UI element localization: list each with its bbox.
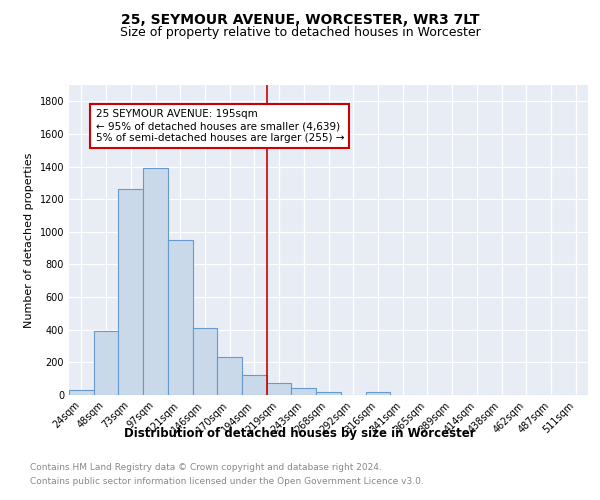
Bar [267,383,292,395]
Text: Contains HM Land Registry data © Crown copyright and database right 2024.: Contains HM Land Registry data © Crown c… [30,462,382,471]
Bar [242,376,267,395]
Text: Distribution of detached houses by size in Worcester: Distribution of detached houses by size … [124,428,476,440]
Y-axis label: Number of detached properties: Number of detached properties [24,152,34,328]
Bar [217,356,242,395]
Bar [168,240,193,395]
Bar [193,328,217,395]
Text: 25, SEYMOUR AVENUE, WORCESTER, WR3 7LT: 25, SEYMOUR AVENUE, WORCESTER, WR3 7LT [121,12,479,26]
Bar [118,190,143,395]
Bar [143,168,168,395]
Bar [316,392,341,395]
Text: 25 SEYMOUR AVENUE: 195sqm
← 95% of detached houses are smaller (4,639)
5% of sem: 25 SEYMOUR AVENUE: 195sqm ← 95% of detac… [95,110,344,142]
Bar [94,332,118,395]
Bar [69,390,94,395]
Text: Size of property relative to detached houses in Worcester: Size of property relative to detached ho… [119,26,481,39]
Text: Contains public sector information licensed under the Open Government Licence v3: Contains public sector information licen… [30,478,424,486]
Bar [365,392,390,395]
Bar [292,388,316,395]
